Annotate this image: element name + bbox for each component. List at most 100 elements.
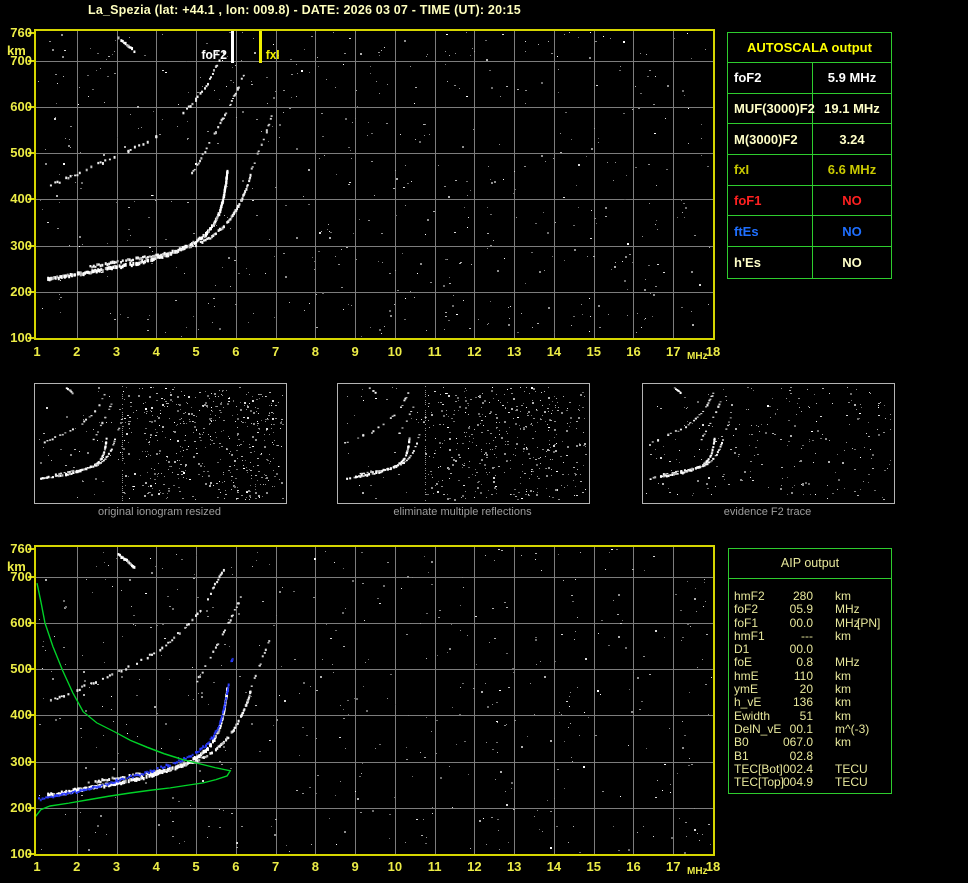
- aip-row: foE 0.8 MHz: [729, 655, 891, 670]
- x-axis-tick-label: 5: [192, 859, 200, 874]
- table-row-fof1: foF1 NO: [728, 185, 891, 217]
- x-axis-tick-label: 2: [73, 859, 81, 874]
- aip-param-value: 002.4: [782, 761, 813, 776]
- table-row-muf3000f2: MUF(3000)F2 19.1 MHz: [728, 93, 891, 125]
- x-axis-tick-label: 8: [311, 344, 319, 359]
- table-row-hes: h'Es NO: [728, 247, 891, 278]
- x-axis-tick-label: 1: [33, 859, 41, 874]
- aip-param-value: 05.9: [789, 602, 813, 617]
- aip-param-label: TEC[Top]: [734, 775, 785, 790]
- param-value: NO: [842, 254, 862, 270]
- aip-output-table: AIP output hmF2 280 km foF2 05.9 MHz foF1 00.0 M…: [728, 548, 892, 794]
- x-axis-tick-label: 9: [351, 344, 359, 359]
- y-axis-tick-label: 700: [10, 52, 32, 68]
- y-axis-tick-label: 500: [10, 145, 32, 161]
- x-axis-tick-label: 1: [33, 344, 41, 359]
- y-axis-tick-label: 300: [10, 753, 32, 769]
- x-axis-tick-label: 10: [387, 344, 403, 359]
- aip-row: foF2 05.9 MHz: [729, 602, 891, 617]
- aip-param-label: ymE: [734, 682, 758, 697]
- param-label: foF1: [728, 185, 813, 216]
- aip-param-value: 0.8: [796, 655, 813, 670]
- aip-row: h_vE 136 km: [729, 695, 891, 710]
- y-axis-tick-label: 500: [10, 661, 32, 677]
- aip-table-header: AIP output: [729, 549, 891, 579]
- aip-row: DelN_vE 00.1 m^(-3): [729, 721, 891, 736]
- aip-param-unit: km: [835, 668, 851, 683]
- aip-param-value: 004.9: [782, 775, 813, 790]
- x-axis-tick-label: 14: [546, 344, 562, 359]
- page-title: La_Spezia (lat: +44.1 , lon: 009.8) - DA…: [88, 3, 521, 17]
- param-label: fxI: [728, 155, 813, 185]
- aip-row: TEC[Top] 004.9 TECU: [729, 775, 891, 790]
- x-axis-tick-label: 17: [666, 344, 681, 359]
- aip-row: ymE 20 km: [729, 682, 891, 697]
- x-axis-tick-label: 3: [112, 859, 121, 874]
- aip-row: B1 02.8: [729, 748, 891, 763]
- y-axis-tick-label: 200: [10, 799, 32, 815]
- aip-row: TEC[Bot] 002.4 TECU: [729, 761, 891, 776]
- param-value: NO: [842, 193, 862, 209]
- x-axis-tick-label: 2: [73, 344, 81, 359]
- aip-param-label: hmF2: [734, 589, 765, 603]
- top-y-axis-unit: km: [7, 43, 26, 58]
- x-axis-tick-label: 18: [705, 344, 721, 359]
- param-value: 6.6 MHz: [827, 162, 877, 178]
- bottom-x-axis-unit: MHz: [687, 866, 708, 877]
- aip-param-value: 00.1: [789, 721, 813, 736]
- y-axis-tick-label: 600: [10, 614, 32, 630]
- aip-param-value: ---: [801, 628, 813, 643]
- param-value: NO: [842, 223, 862, 239]
- x-axis-tick-label: 12: [467, 859, 482, 874]
- thumbnail-caption: eliminate multiple reflections: [393, 506, 532, 518]
- thumbnail-f2-canvas: [643, 384, 894, 503]
- y-axis-tick-label: 100: [10, 329, 32, 345]
- bottom-ionogram-plot: [28, 545, 718, 857]
- aip-param-extra: [PN]: [857, 615, 881, 630]
- aip-param-unit: TECU: [835, 775, 868, 790]
- param-label: foF2: [728, 63, 813, 93]
- autoscala-output-table: AUTOSCALA output foF2 5.9 MHz MUF(3000)F…: [727, 32, 892, 279]
- x-axis-tick-label: 14: [546, 859, 562, 874]
- x-axis-tick-label: 13: [506, 859, 522, 874]
- aip-param-label: hmF1: [734, 628, 765, 643]
- aip-param-unit: MHz: [835, 655, 860, 670]
- aip-row: D1 00.0: [729, 642, 891, 657]
- aip-param-label: Ewidth: [734, 708, 771, 723]
- y-axis-tick-label: 400: [10, 191, 32, 207]
- thumbnail-eliminate-multiples: [337, 383, 590, 504]
- aip-param-label: foF1: [734, 615, 759, 630]
- aip-param-unit: km: [835, 735, 851, 750]
- aip-param-label: DelN_vE: [734, 721, 782, 736]
- aip-param-value: 110: [793, 668, 813, 683]
- thumbnail-eliminate-canvas: [338, 384, 589, 503]
- x-axis-tick-label: 8: [311, 859, 319, 874]
- aip-row: B0 067.0 km: [729, 735, 891, 750]
- x-axis-tick-label: 10: [387, 859, 403, 874]
- thumbnail-f2-evidence: [642, 383, 895, 504]
- aip-param-label: B1: [734, 748, 749, 763]
- aip-param-label: foE: [734, 655, 753, 670]
- aip-param-unit: km: [835, 695, 851, 710]
- aip-param-unit: MHz: [835, 602, 860, 617]
- aip-param-unit: TECU: [835, 761, 868, 776]
- x-axis-tick-label: 6: [232, 859, 240, 874]
- aip-param-unit: km: [835, 628, 851, 643]
- x-axis-tick-label: 12: [467, 344, 482, 359]
- x-axis-tick-label: 6: [232, 344, 240, 359]
- aip-param-value: 067.0: [782, 735, 813, 750]
- x-axis-tick-label: 9: [351, 859, 359, 874]
- aip-param-unit: km: [835, 682, 851, 697]
- x-axis-tick-label: 11: [427, 344, 442, 359]
- x-axis-tick-label: 7: [271, 859, 280, 874]
- y-axis-tick-label: 100: [10, 845, 32, 861]
- bottom-y-axis-unit: km: [7, 559, 26, 574]
- y-axis-tick-label: 300: [10, 237, 32, 253]
- aip-param-value: 00.0: [789, 615, 813, 630]
- aip-param-value: 00.0: [789, 642, 813, 657]
- table-row-fof2: foF2 5.9 MHz: [728, 63, 891, 94]
- x-axis-tick-label: 15: [586, 344, 601, 359]
- x-axis-tick-label: 3: [112, 344, 121, 359]
- aip-param-value: 20: [799, 682, 813, 697]
- aip-row: hmF1 --- km: [729, 628, 891, 643]
